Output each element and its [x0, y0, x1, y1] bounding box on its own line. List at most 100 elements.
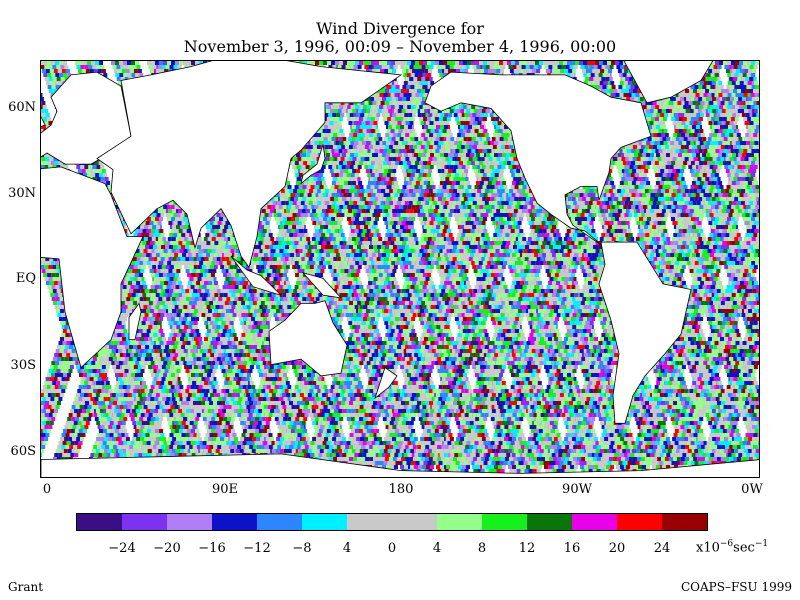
swath-cell: [174, 293, 179, 297]
swath-cell: [41, 157, 46, 161]
swath-cell: [51, 61, 55, 65]
swath-cell: [297, 369, 302, 373]
swath-cell: [246, 293, 251, 297]
swath-cell: [299, 441, 304, 445]
swath-cell: [210, 293, 215, 297]
swath-cell: [195, 453, 200, 457]
swath-cell: [229, 245, 233, 249]
swath-cell: [46, 161, 51, 165]
swath-cell: [205, 313, 210, 317]
swath-cell: [223, 373, 227, 377]
swath-cell: [222, 349, 227, 353]
swath-cell: [136, 477, 140, 478]
swath-cell: [266, 237, 271, 241]
swath-cell: [257, 369, 262, 373]
swath-cell: [148, 265, 153, 269]
swath-cell: [133, 401, 137, 405]
swath-cell: [263, 441, 268, 445]
swath-cell: [166, 317, 171, 321]
swath-cell: [54, 161, 59, 165]
swath-cell: [206, 305, 211, 309]
swath-cell: [99, 397, 104, 401]
swath-cell: [191, 341, 196, 345]
swath-cell: [162, 337, 166, 341]
swath-cell: [101, 413, 106, 417]
swath-cell: [330, 449, 335, 453]
swath-cell: [171, 409, 176, 413]
swath-cell: [138, 393, 143, 397]
swath-cell: [267, 441, 272, 445]
swath-cell: [52, 289, 57, 293]
swath-cell: [278, 417, 283, 421]
swath-cell: [131, 61, 135, 65]
swath-cell: [184, 65, 189, 69]
swath-cell: [332, 477, 336, 478]
swath-cell: [172, 209, 177, 213]
swath-cell: [77, 369, 82, 373]
swath-cell: [123, 73, 128, 77]
swath-cell: [95, 173, 100, 177]
swath-cell: [185, 369, 190, 373]
swath-cell: [267, 353, 272, 357]
swath-cell: [204, 421, 209, 425]
swath-cell: [264, 445, 269, 449]
swath-cell: [185, 357, 190, 361]
swath-cell: [153, 69, 158, 73]
swath-cell: [123, 453, 128, 457]
swath-cell: [120, 477, 124, 478]
map-canvas: [41, 61, 759, 478]
swath-cell: [262, 261, 267, 265]
swath-cell: [210, 405, 215, 409]
swath-cell: [264, 433, 269, 437]
swath-cell: [235, 341, 240, 345]
swath-cell: [208, 289, 213, 293]
swath-cell: [58, 317, 63, 321]
swath-cell: [343, 441, 348, 445]
swath-cell: [49, 157, 54, 161]
swath-cell: [165, 213, 170, 217]
swath-cell: [230, 237, 235, 241]
swath-cell: [95, 61, 99, 65]
swath-cell: [53, 257, 58, 261]
swath-cell: [100, 389, 105, 393]
swath-cell: [263, 253, 268, 257]
swath-cell: [221, 369, 226, 373]
swath-cell: [153, 269, 158, 273]
swath-cell: [265, 357, 270, 361]
swath-cell: [142, 393, 147, 397]
swath-cell: [121, 437, 126, 441]
swath-cell: [192, 433, 197, 437]
swath-cell: [319, 409, 324, 413]
swath-cell: [127, 341, 132, 345]
swath-cell: [258, 449, 263, 453]
swath-cell: [264, 477, 268, 478]
swath-cell: [41, 61, 43, 65]
swath-cell: [174, 305, 179, 309]
swath-cell: [76, 65, 81, 69]
swath-cell: [248, 389, 253, 393]
swath-cell: [123, 329, 128, 333]
swath-cell: [231, 429, 236, 433]
swath-cell: [106, 181, 111, 185]
swath-cell: [156, 433, 161, 437]
swath-cell: [42, 261, 47, 265]
swath-cell: [163, 441, 168, 445]
swath-cell: [46, 261, 51, 265]
swath-cell: [131, 409, 136, 413]
swath-cell: [133, 301, 138, 305]
swath-cell: [173, 401, 177, 405]
swath-cell: [151, 373, 155, 377]
swath-cell: [232, 333, 237, 337]
swath-cell: [56, 65, 61, 69]
swath-cell: [208, 477, 212, 478]
swath-cell: [260, 345, 265, 349]
swath-cell: [175, 285, 180, 289]
swath-cell: [160, 477, 164, 478]
swath-cell: [149, 69, 154, 73]
swath-cell: [104, 377, 109, 381]
swath-cell: [122, 349, 127, 353]
swath-cell: [148, 365, 153, 369]
swath-cell: [307, 441, 312, 445]
swath-cell: [258, 349, 263, 353]
swath-cell: [169, 313, 174, 317]
